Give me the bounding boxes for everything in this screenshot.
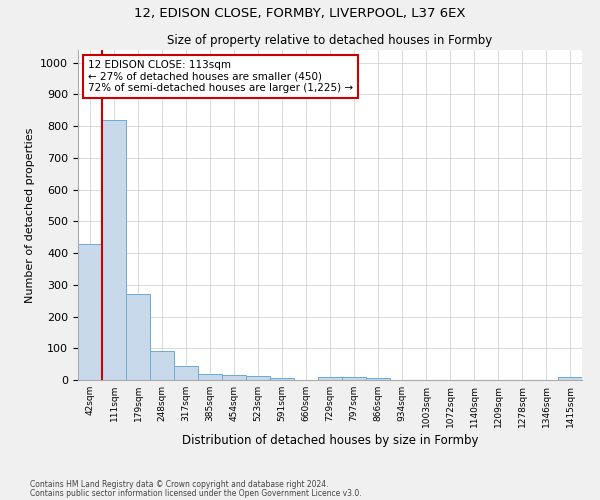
Bar <box>558 378 582 380</box>
Text: 12, EDISON CLOSE, FORMBY, LIVERPOOL, L37 6EX: 12, EDISON CLOSE, FORMBY, LIVERPOOL, L37… <box>134 8 466 20</box>
Bar <box>222 375 246 380</box>
Bar <box>270 378 294 380</box>
Text: 12 EDISON CLOSE: 113sqm
← 27% of detached houses are smaller (450)
72% of semi-d: 12 EDISON CLOSE: 113sqm ← 27% of detache… <box>88 60 353 93</box>
Bar <box>318 377 342 380</box>
Bar <box>150 351 174 380</box>
Bar <box>174 366 198 380</box>
Bar <box>366 378 390 380</box>
Bar <box>78 244 102 380</box>
Title: Size of property relative to detached houses in Formby: Size of property relative to detached ho… <box>167 34 493 48</box>
Bar <box>102 120 126 380</box>
Y-axis label: Number of detached properties: Number of detached properties <box>25 128 35 302</box>
Bar <box>342 378 366 380</box>
Text: Contains public sector information licensed under the Open Government Licence v3: Contains public sector information licen… <box>30 488 362 498</box>
Text: Contains HM Land Registry data © Crown copyright and database right 2024.: Contains HM Land Registry data © Crown c… <box>30 480 329 489</box>
Bar <box>246 376 270 380</box>
Bar <box>126 294 150 380</box>
Bar <box>198 374 222 380</box>
X-axis label: Distribution of detached houses by size in Formby: Distribution of detached houses by size … <box>182 434 478 447</box>
